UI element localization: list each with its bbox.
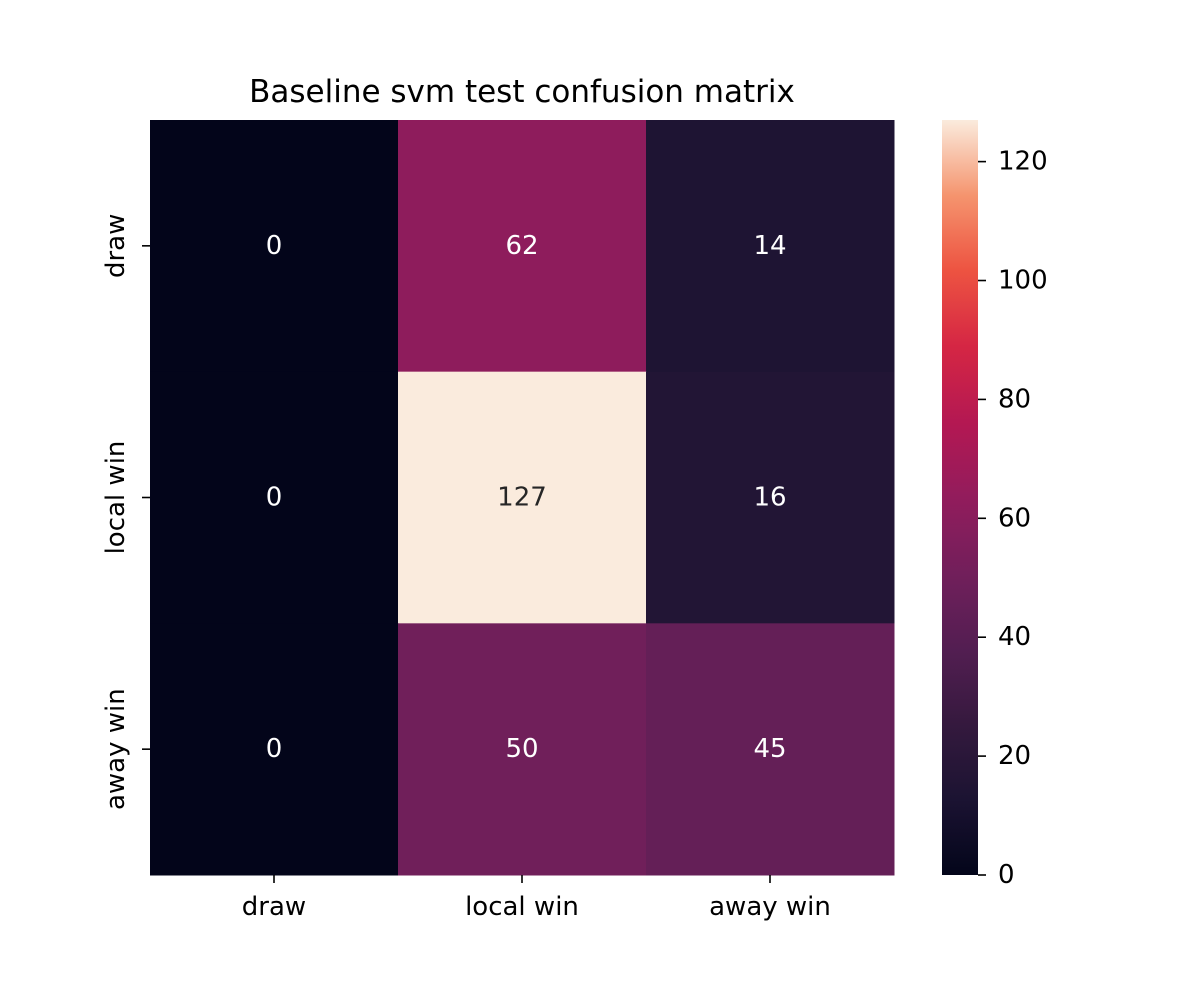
cell-value-label: 50 [505,734,538,764]
x-tick-label: away win [709,892,831,922]
cell-value-label: 127 [497,483,547,513]
heatmap-cell [646,120,895,373]
y-tick-label: draw [101,214,131,278]
heatmap-cell [646,623,895,876]
heatmap-cell [150,371,399,624]
heatmap-cell [150,623,399,876]
y-axis: draw local win away win [101,214,150,810]
y-tick-label: local win [101,441,131,555]
colorbar-tick-label: 20 [998,741,1031,771]
heatmap-cell [398,623,647,876]
colorbar-tick-label: 60 [998,503,1031,533]
colorbar: 0 20 40 60 80 100 120 [942,120,1048,890]
cell-value-label: 0 [266,734,283,764]
cell-value-label: 0 [266,231,283,261]
colorbar-tick-label: 0 [998,860,1015,890]
cell-value-label: 45 [753,734,786,764]
chart-title: Baseline svm test confusion matrix [249,74,795,110]
heatmap-cell [150,120,399,373]
x-tick-label: draw [242,892,306,922]
heatmap-cells [150,120,895,876]
cell-value-label: 16 [753,483,786,513]
colorbar-tick-label: 40 [998,622,1031,652]
heatmap-cell [398,120,647,373]
cell-value-label: 0 [266,483,283,513]
heatmap-cell [646,371,895,624]
y-tick-label: away win [101,688,131,810]
x-axis: draw local win away win [242,875,831,922]
colorbar-gradient [942,120,978,875]
cell-value-label: 14 [753,231,786,261]
cell-annotations: 0 62 14 0 127 16 0 50 45 [266,231,787,764]
x-tick-label: local win [465,892,579,922]
colorbar-tick-label: 100 [998,266,1048,296]
heatmap-cell [398,371,647,624]
colorbar-tick-label: 120 [998,147,1048,177]
colorbar-tick-label: 80 [998,384,1031,414]
cell-value-label: 62 [505,231,538,261]
